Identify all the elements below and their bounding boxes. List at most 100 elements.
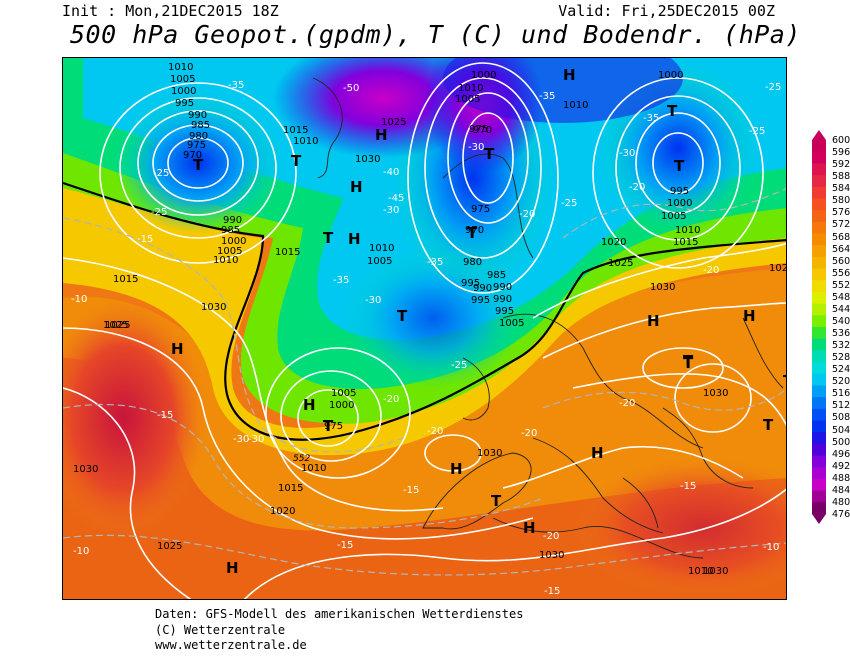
isobar-label: 1025 <box>608 258 633 269</box>
isobar-label: 1030 <box>355 154 380 165</box>
high-marker: H <box>450 460 463 478</box>
high-marker: H <box>591 444 604 462</box>
isobar-label: 1015 <box>278 483 303 494</box>
high-marker: H <box>303 396 316 414</box>
high-marker: H <box>226 559 239 577</box>
isotherm-label: -10 <box>763 542 779 553</box>
isotherm-label: -15 <box>680 481 696 492</box>
data-source-credit: Daten: GFS-Modell des amerikanischen Wet… <box>155 607 524 621</box>
colorbar-label: 596 <box>832 147 850 159</box>
colorbar-label: 492 <box>832 460 850 472</box>
isotherm-label: -30 <box>383 205 399 216</box>
init-time-label: Init : Mon,21DEC2015 18Z <box>62 2 279 20</box>
isotherm-label: -35 <box>539 91 555 102</box>
isobar-label: 980 <box>463 257 482 268</box>
colorbar-bottom-arrow <box>812 514 826 524</box>
isobar-label: 1025 <box>103 320 128 331</box>
colorbar-label: 532 <box>832 340 850 352</box>
colorbar-label: 568 <box>832 231 850 243</box>
colorbar-swatch <box>812 350 826 363</box>
isobar-label: 1010 <box>369 243 394 254</box>
low-marker: T <box>397 307 408 325</box>
isobar-label: 975 <box>469 124 488 135</box>
trough-blue-north <box>443 58 683 123</box>
low-marker: T <box>291 152 302 170</box>
isobar-label: 1020 <box>769 263 787 274</box>
colorbar-swatch <box>812 373 826 386</box>
colorbar-label: 564 <box>832 243 850 255</box>
colorbar-swatch <box>812 467 826 480</box>
isobar-label: 1025 <box>105 320 130 331</box>
isotherm-label: -30 <box>248 434 264 445</box>
isotherm-label: -45 <box>388 193 404 204</box>
isotherm-label: -35 <box>643 113 659 124</box>
high-marker: H <box>563 66 576 84</box>
isobar-label: 1015 <box>283 125 308 136</box>
colorbar-label: 500 <box>832 436 850 448</box>
pressure-labels: 1010 1005 1000 995 990 985 980 975 970 1… <box>73 62 787 577</box>
colorbar-swatch <box>812 291 826 305</box>
isobar-label: 980 <box>189 131 208 142</box>
geopot-labels: 552 <box>293 454 310 464</box>
colorbar-swatch <box>812 338 826 351</box>
isobar-label: 995 <box>175 98 194 109</box>
isotherm-label: -25 <box>153 168 169 179</box>
low-marker: T <box>674 157 685 175</box>
isotherm-label: -10 <box>71 294 87 305</box>
copyright-credit: (C) Wetterzentrale <box>155 622 286 637</box>
geopot-label: 552 <box>293 454 310 464</box>
isotherm-label: -35 <box>228 80 244 91</box>
colorbar-label: 544 <box>832 303 850 315</box>
colorbar-top-arrow <box>812 130 826 140</box>
isobar-label: 1015 <box>113 274 138 285</box>
colorbar-swatch <box>812 140 826 153</box>
colorbar-label: 528 <box>832 352 850 364</box>
low-marker: T <box>683 354 694 372</box>
high-marker: H <box>348 230 361 248</box>
low-north-sea <box>343 248 523 388</box>
isobar-label: 1000 <box>329 400 354 411</box>
isobar-label: 990 <box>473 283 492 294</box>
isobar-label: 1005 <box>455 94 480 105</box>
website-link[interactable]: www.wetterzentrale.de <box>155 638 307 652</box>
isobar-label: 1000 <box>171 86 196 97</box>
colorbar-swatch <box>812 385 826 398</box>
colorbar-label: 584 <box>832 183 850 195</box>
colorbar-label: 524 <box>832 364 850 376</box>
isotherm-label: -30 <box>619 148 635 159</box>
colorbar-label: 536 <box>832 328 850 340</box>
weather-map: 1010 1005 1000 995 990 985 980 975 970 1… <box>62 57 787 600</box>
isobar-label: 1030 <box>703 388 728 399</box>
colorbar-swatch <box>812 163 826 176</box>
isobar-label: 1000 <box>658 70 683 81</box>
isotherm-label: -10 <box>73 546 89 557</box>
isotherm-label: -30 <box>365 295 381 306</box>
colorbar-label: 576 <box>832 207 850 219</box>
isobar-label: 990 <box>223 215 242 226</box>
isobar-label: 995 <box>471 295 490 306</box>
isotherm-label: -20 <box>619 398 635 409</box>
isobar-label: 1005 <box>217 246 242 257</box>
med-high-core <box>573 458 786 598</box>
high-marker: H <box>350 178 363 196</box>
colorbar-swatch <box>812 175 826 188</box>
isobar-label: 1025 <box>381 117 406 128</box>
isobar-label: 985 <box>487 270 506 281</box>
isobar-label: 1030 <box>650 282 675 293</box>
isobar-label: 1020 <box>601 237 626 248</box>
colorbar-swatch <box>812 186 826 199</box>
geopot-552-line <box>63 181 786 441</box>
low-marker: T <box>667 102 678 120</box>
isobar-label: 1030 <box>703 566 728 577</box>
isotherm-label: -30 <box>468 142 484 153</box>
isotherm-label: -35 <box>333 275 349 286</box>
isobar-label: 1000 <box>471 70 496 81</box>
map-title: 500 hPa Geopot.(gpdm), T (C) und Bodendr… <box>70 20 801 49</box>
colorbar <box>812 130 826 524</box>
temperature-isotherms <box>63 188 786 576</box>
isotherm-label: -15 <box>337 540 353 551</box>
isobar-label: 1030 <box>477 448 502 459</box>
colorbar-label: 540 <box>832 315 850 327</box>
colorbar-label: 588 <box>832 171 850 183</box>
isotherm-label: -25 <box>765 82 781 93</box>
